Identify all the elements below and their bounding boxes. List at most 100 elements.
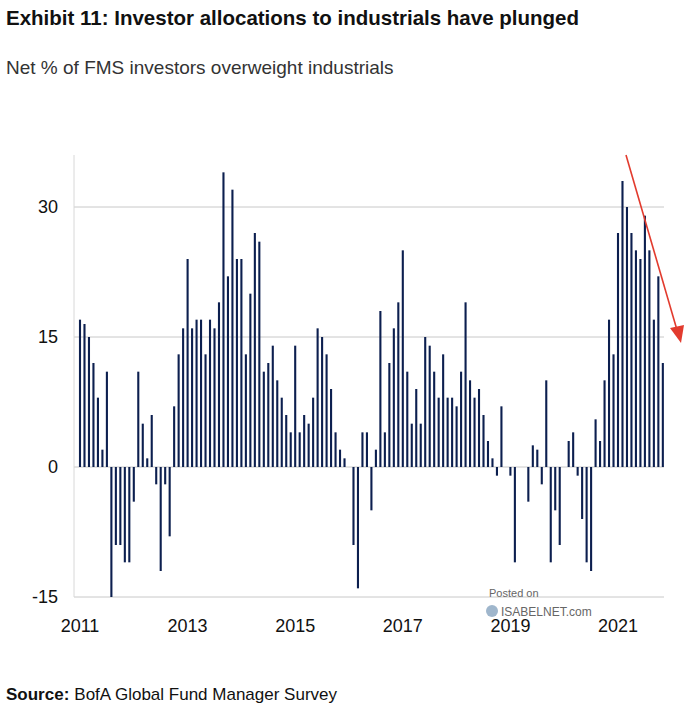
bar [218,302,220,467]
y-tick-label: 0 [48,457,58,477]
bar [204,354,206,467]
bar [267,363,269,467]
bar [191,328,193,467]
bar [657,276,659,467]
bar [617,233,619,467]
x-tick-label: 2019 [490,616,530,636]
bar [187,259,189,467]
bar [473,398,475,467]
x-tick-label: 2013 [168,616,208,636]
bar [343,458,345,467]
watermark: Posted on [489,587,539,599]
bar [500,406,502,467]
bar [568,441,570,467]
bar [662,363,664,467]
bar [101,450,103,467]
bar [155,467,157,484]
bar [326,354,328,467]
bar [630,233,632,467]
bar [124,467,126,562]
bar [514,467,516,562]
bar [182,328,184,467]
bar [290,432,292,467]
bar [375,450,377,467]
bar [308,424,310,467]
bar [146,458,148,467]
bar [572,432,574,467]
bar [496,467,498,476]
bar [491,458,493,467]
bar [442,354,444,467]
bar [456,406,458,467]
bar [312,398,314,467]
bar [142,424,144,467]
bar [478,389,480,467]
bar [379,311,381,467]
bar [586,467,588,562]
bar [79,320,81,467]
bar [460,372,462,467]
bar [505,467,507,468]
bar [604,380,606,467]
x-tick-label: 2011 [61,616,100,636]
bar [541,467,543,484]
bar [321,337,323,467]
source-text: BofA Global Fund Manager Survey [74,685,337,704]
bar [366,432,368,467]
chart: Exhibit 11: Investor allocations to indu… [0,0,700,710]
bar [536,450,538,467]
source-label: Source: [6,685,69,704]
bar [83,324,85,467]
bar [509,467,511,476]
bar [550,467,552,562]
bar [621,181,623,467]
bar [429,346,431,467]
bar [285,415,287,467]
subtitle: Net % of FMS investors overweight indust… [6,57,394,78]
bar [415,389,417,467]
bar [227,276,229,467]
source: Source: BofA Global Fund Manager Survey [6,685,338,704]
bar [590,467,592,571]
bar [469,380,471,467]
bar [245,354,247,467]
bar [545,380,547,467]
bar [518,467,520,468]
x-tick-label: 2021 [598,616,638,636]
bar [330,389,332,467]
bar [532,445,534,467]
x-tick-label: 2017 [383,616,423,636]
bar [411,424,413,467]
bar [554,467,556,510]
y-tick-label: -15 [32,587,58,607]
title: Exhibit 11: Investor allocations to indu… [6,6,579,29]
bar [361,432,363,467]
bar [577,467,579,476]
bar [595,419,597,467]
arrow [626,155,677,330]
bar [370,467,372,510]
bar [447,398,449,467]
bar [88,337,90,467]
bar [523,467,525,468]
bar [169,467,171,536]
grid-line [74,207,664,208]
bar [433,372,435,467]
bar [424,337,426,467]
bar [648,250,650,467]
grid-line [74,597,664,598]
bar [294,346,296,467]
bar [236,259,238,467]
bar [527,467,529,502]
bar [482,415,484,467]
bar [173,406,175,467]
bar [231,190,233,467]
bar [420,424,422,467]
bar [599,441,601,467]
bar [581,467,583,519]
bar [200,320,202,467]
bar [352,467,354,545]
bar [339,450,341,467]
bar [299,432,301,467]
bar [254,233,256,467]
